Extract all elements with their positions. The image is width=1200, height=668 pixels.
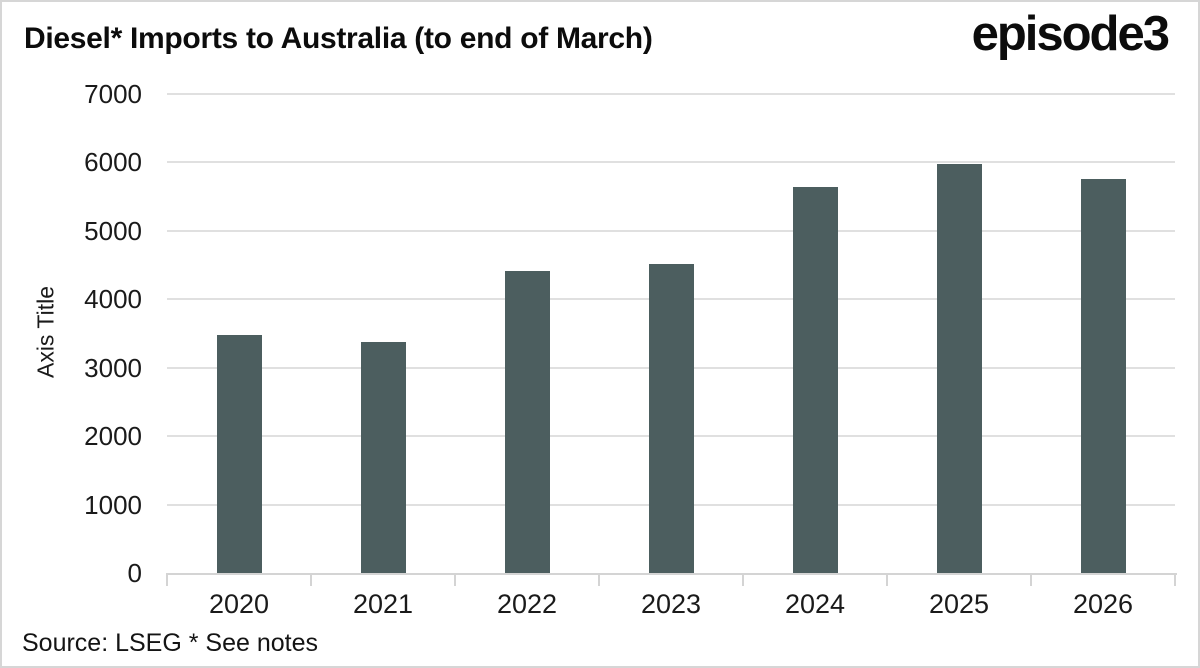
y-tick-label: 4000 xyxy=(84,284,142,315)
gridline-5000 xyxy=(167,229,1175,232)
x-axis-tick xyxy=(1174,573,1176,586)
gridline-6000 xyxy=(167,161,1175,164)
bar-2020 xyxy=(216,335,262,573)
x-axis-tick xyxy=(310,573,312,586)
x-tick-label: 2021 xyxy=(352,589,414,619)
x-axis-line xyxy=(167,573,1177,575)
y-axis-labels: 0 1000 2000 3000 4000 5000 6000 7000 xyxy=(2,2,142,666)
x-axis-labels: 2020 2021 2022 2023 2024 2025 2026 xyxy=(167,589,1175,623)
bar-2026 xyxy=(1080,179,1126,573)
y-tick-label: 7000 xyxy=(84,79,142,109)
x-axis-tick xyxy=(598,573,600,586)
plot-area xyxy=(166,93,1177,586)
bar-2023 xyxy=(648,264,694,573)
gridline-7000 xyxy=(167,93,1175,95)
x-tick-label: 2025 xyxy=(928,589,990,619)
bar-2021 xyxy=(360,342,406,573)
x-tick-label: 2022 xyxy=(496,589,558,619)
x-tick-label: 2026 xyxy=(1072,589,1134,619)
source-note: Source: LSEG * See notes xyxy=(22,629,319,657)
y-tick-label: 3000 xyxy=(84,352,142,383)
x-tick-label: 2024 xyxy=(784,589,846,619)
chart-title: Diesel* Imports to Australia (to end of … xyxy=(24,22,653,55)
brand-logo: episode3 xyxy=(971,7,1170,61)
y-tick-label: 6000 xyxy=(84,147,142,178)
x-tick-label: 2023 xyxy=(640,589,702,619)
y-tick-label: 2000 xyxy=(84,421,142,452)
x-axis-tick xyxy=(454,573,456,586)
y-tick-label: 1000 xyxy=(84,489,142,520)
y-tick-label: 0 xyxy=(127,558,142,588)
y-tick-label: 5000 xyxy=(84,215,142,246)
x-axis-tick xyxy=(886,573,888,586)
x-axis-tick xyxy=(166,573,168,586)
bar-2024 xyxy=(792,187,838,573)
x-axis-tick xyxy=(1030,573,1032,586)
bar-2022 xyxy=(504,271,550,573)
x-tick-label: 2020 xyxy=(208,589,270,619)
bar-2025 xyxy=(936,164,982,573)
x-axis-tick xyxy=(742,573,744,586)
